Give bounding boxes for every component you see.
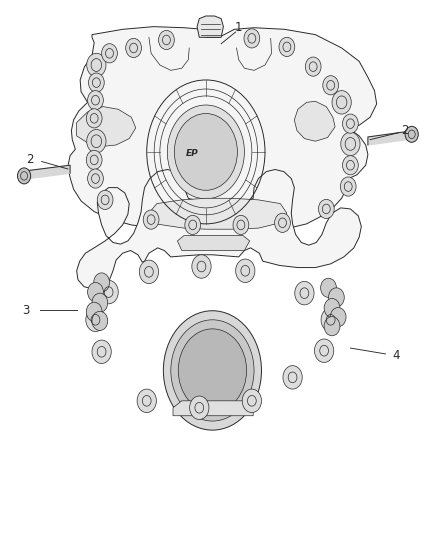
Circle shape [341, 132, 360, 156]
Circle shape [405, 126, 418, 142]
Polygon shape [20, 165, 70, 180]
Circle shape [340, 177, 356, 196]
Circle shape [137, 389, 156, 413]
Circle shape [192, 255, 211, 278]
Circle shape [92, 311, 108, 330]
Circle shape [323, 76, 339, 95]
Text: 2: 2 [401, 124, 409, 137]
Circle shape [88, 282, 103, 302]
Circle shape [94, 273, 110, 292]
Circle shape [343, 156, 358, 175]
Circle shape [86, 308, 105, 332]
Circle shape [324, 317, 340, 336]
Polygon shape [173, 401, 253, 416]
Circle shape [314, 339, 334, 362]
Circle shape [242, 389, 261, 413]
Circle shape [86, 150, 102, 169]
Text: 2: 2 [26, 154, 34, 166]
Circle shape [330, 308, 346, 327]
Circle shape [86, 109, 102, 128]
Circle shape [126, 38, 141, 58]
Circle shape [185, 215, 201, 235]
Text: EP: EP [186, 149, 199, 158]
Circle shape [178, 329, 247, 412]
Polygon shape [368, 131, 414, 145]
Circle shape [275, 213, 290, 232]
Polygon shape [68, 27, 377, 231]
Circle shape [279, 37, 295, 56]
Circle shape [88, 91, 103, 110]
Circle shape [88, 169, 103, 188]
Circle shape [99, 280, 118, 304]
Circle shape [324, 298, 340, 318]
Circle shape [87, 53, 106, 77]
Circle shape [318, 199, 334, 219]
Circle shape [163, 311, 261, 430]
Circle shape [139, 260, 159, 284]
Circle shape [18, 168, 31, 184]
Circle shape [332, 91, 351, 114]
Circle shape [159, 30, 174, 50]
Circle shape [143, 210, 159, 229]
Circle shape [233, 215, 249, 235]
Circle shape [328, 288, 344, 307]
Circle shape [92, 293, 108, 312]
Polygon shape [177, 236, 250, 251]
Circle shape [295, 281, 314, 305]
Text: 4: 4 [392, 349, 400, 362]
Circle shape [88, 73, 104, 92]
Polygon shape [149, 198, 287, 229]
Circle shape [321, 278, 336, 297]
Circle shape [190, 396, 209, 419]
Circle shape [102, 44, 117, 63]
Circle shape [174, 114, 237, 190]
Polygon shape [77, 107, 136, 147]
Circle shape [305, 57, 321, 76]
Circle shape [97, 190, 113, 209]
Circle shape [321, 308, 340, 332]
Text: 1: 1 [235, 21, 243, 34]
Text: 3: 3 [23, 304, 30, 317]
Polygon shape [294, 101, 335, 141]
Circle shape [86, 302, 102, 321]
Circle shape [283, 366, 302, 389]
Polygon shape [77, 169, 361, 289]
Circle shape [343, 114, 358, 133]
Circle shape [236, 259, 255, 282]
Circle shape [87, 130, 106, 153]
Circle shape [244, 29, 260, 48]
Circle shape [171, 320, 254, 421]
Circle shape [167, 105, 244, 199]
Polygon shape [197, 16, 223, 37]
Circle shape [92, 340, 111, 364]
